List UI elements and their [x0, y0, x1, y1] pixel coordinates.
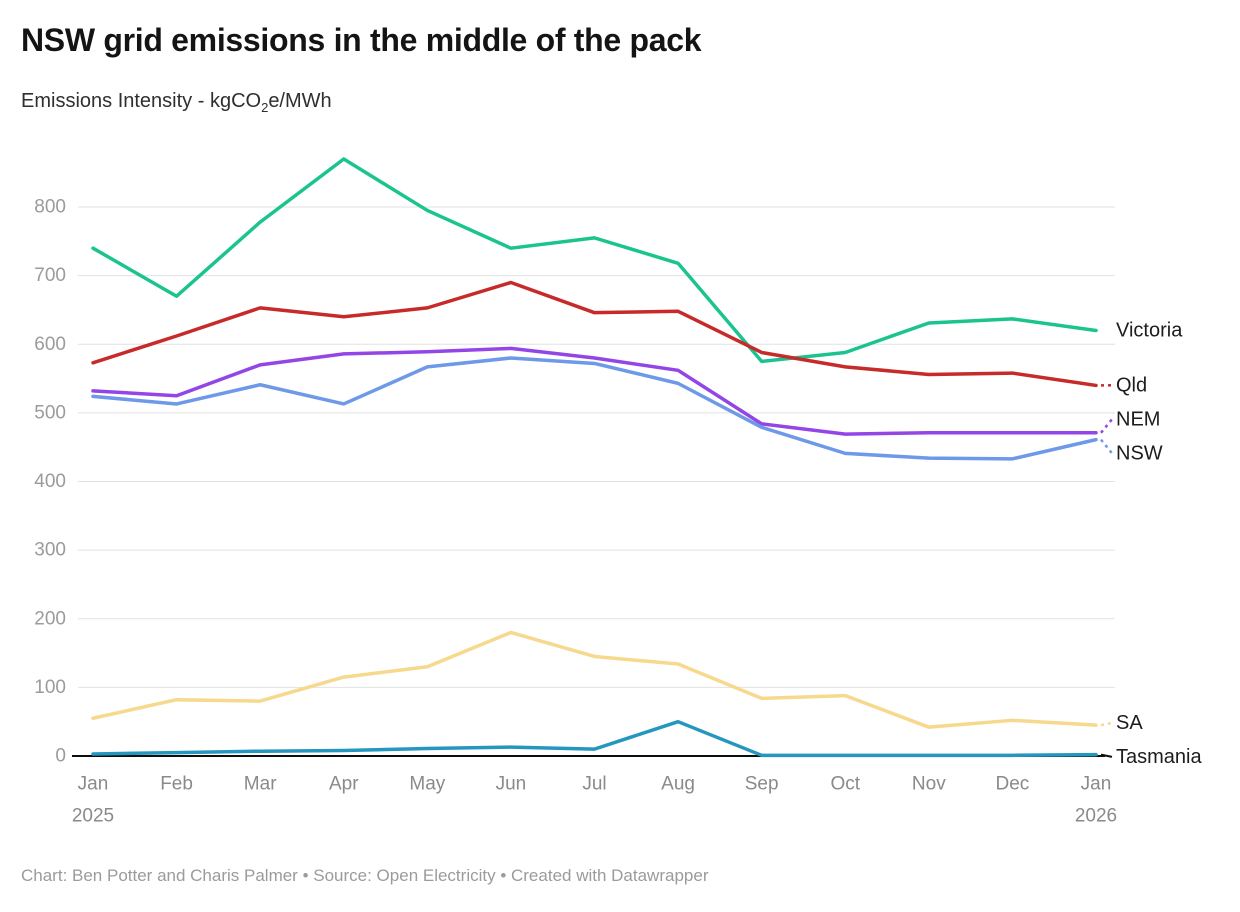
y-axis-tick-label: 400	[34, 471, 66, 492]
y-axis-tick-label: 600	[34, 334, 66, 355]
chart-subtitle: Emissions Intensity - kgCO2e/MWh	[21, 90, 332, 115]
chart-footer: Chart: Ben Potter and Charis Palmer • So…	[21, 866, 709, 885]
subtitle-text: Emissions Intensity - kgCO	[21, 90, 262, 112]
series-line-nem	[91, 346, 1098, 436]
series-label-nsw: NSW	[1116, 442, 1163, 464]
series-label-connector-sa	[1100, 721, 1113, 727]
x-axis-year-label: 2026	[1075, 806, 1117, 827]
x-axis-tick-label: Jan	[1081, 774, 1112, 795]
series-label-nem: NEM	[1116, 408, 1160, 430]
series-line-victoria	[91, 157, 1098, 364]
subtitle-subscript: 2	[261, 100, 269, 115]
series-label-tasmania: Tasmania	[1116, 746, 1202, 768]
x-axis-year-label: 2025	[72, 806, 114, 827]
x-axis-tick-label: May	[409, 774, 445, 795]
y-axis-tick-label: 800	[34, 197, 66, 218]
y-axis-tick-label: 100	[34, 677, 66, 698]
x-axis-tick-label: Feb	[160, 774, 193, 795]
x-axis-tick-label: Sep	[745, 774, 779, 795]
x-axis-tick-label: Jul	[582, 774, 606, 795]
series-label-connector-nem	[1100, 418, 1113, 434]
series-line-qld	[91, 280, 1098, 388]
series-line-sa	[91, 630, 1098, 729]
series-label-connector-nsw	[1100, 438, 1113, 455]
x-axis-tick-label: Nov	[912, 774, 946, 795]
y-axis-tick-label: 0	[55, 746, 66, 767]
x-axis-tick-label: Jun	[496, 774, 527, 795]
series-label-sa: SA	[1116, 712, 1143, 734]
chart-title: NSW grid emissions in the middle of the …	[21, 22, 702, 58]
y-axis-tick-label: 300	[34, 540, 66, 561]
y-axis-tick-label: 700	[34, 265, 66, 286]
x-axis-tick-label: Aug	[661, 774, 695, 795]
y-axis-tick-label: 500	[34, 402, 66, 423]
y-axis-tick-label: 200	[34, 608, 66, 629]
series-label-connector-tasmania	[1100, 753, 1113, 758]
subtitle-text-suffix: e/MWh	[268, 90, 332, 112]
series-line-tasmania	[91, 719, 1098, 758]
series-label-qld: Qld	[1116, 374, 1147, 396]
x-axis-tick-label: Oct	[830, 774, 860, 795]
x-axis-tick-label: Mar	[244, 774, 277, 795]
x-axis-tick-label: Jan	[78, 774, 109, 795]
x-axis-tick-label: Apr	[329, 774, 359, 795]
series-line-nsw	[91, 356, 1098, 461]
x-axis-tick-label: Dec	[996, 774, 1030, 795]
series-label-victoria: Victoria	[1116, 320, 1183, 342]
